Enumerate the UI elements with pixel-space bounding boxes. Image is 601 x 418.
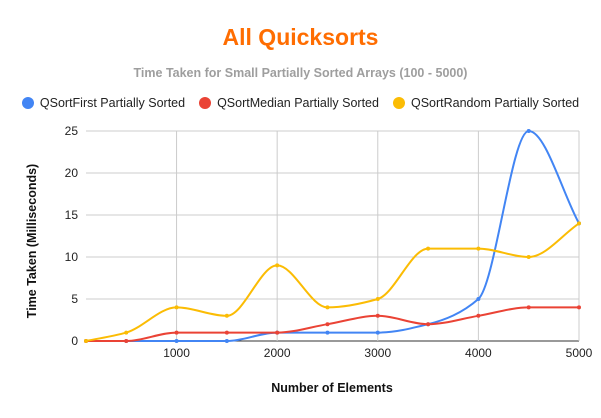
x-tick-label: 2000 xyxy=(264,346,291,360)
data-point-qsortmedian xyxy=(577,305,581,310)
data-point-qsortfirst xyxy=(375,330,380,335)
legend-item-qsortfirst: QSortFirst Partially Sorted xyxy=(21,96,186,110)
legend-item-qsortrandom: QSortRandom Partially Sorted xyxy=(392,96,580,110)
series-line-qsortfirst xyxy=(85,130,580,342)
data-point-qsortrandom xyxy=(275,263,280,268)
x-tick-label: 3000 xyxy=(364,346,391,360)
data-point-qsortrandom xyxy=(426,246,431,251)
data-point-qsortmedian xyxy=(275,330,280,335)
gridlines xyxy=(86,130,580,342)
data-point-qsortfirst xyxy=(224,339,229,343)
tick-labels: 0 5 10 15 20 25 1000 2000 3000 4000 5000 xyxy=(65,124,593,360)
y-tick-label: 10 xyxy=(65,250,79,264)
y-tick-label: 25 xyxy=(65,124,79,138)
data-point-qsortrandom xyxy=(84,339,88,343)
data-point-qsortrandom xyxy=(124,330,129,335)
legend-label-qsortfirst: QSortFirst Partially Sorted xyxy=(39,96,186,110)
y-tick-label: 0 xyxy=(71,334,78,348)
data-point-qsortfirst xyxy=(476,297,481,301)
data-point-qsortrandom xyxy=(526,255,531,259)
y-tick-label: 5 xyxy=(71,292,78,306)
x-tick-label: 1000 xyxy=(163,346,190,360)
x-tick-label: 5000 xyxy=(566,346,593,360)
legend-swatch-qsortfirst xyxy=(21,97,34,109)
y-tick-label: 15 xyxy=(65,208,79,222)
legend-item-qsortmedian: QSortMedian Partially Sorted xyxy=(199,96,379,110)
data-point-qsortrandom xyxy=(375,297,380,301)
x-tick-label: 4000 xyxy=(465,346,492,360)
data-point-qsortfirst xyxy=(325,330,330,335)
data-point-qsortmedian xyxy=(124,339,129,343)
data-point-qsortmedian xyxy=(224,330,229,335)
data-point-qsortrandom xyxy=(224,313,229,318)
data-point-qsortmedian xyxy=(426,322,431,327)
data-point-qsortmedian xyxy=(476,313,481,318)
data-point-qsortfirst xyxy=(174,339,179,343)
data-point-qsortmedian xyxy=(375,313,380,318)
chart-title: All Quicksorts xyxy=(222,24,379,50)
series-layer xyxy=(84,129,581,343)
y-axis-label: Time Taken (Milliseconds) xyxy=(25,164,39,318)
data-point-qsortrandom xyxy=(325,305,330,310)
data-point-qsortfirst xyxy=(526,129,531,133)
chart-subtitle: Time Taken for Small Partially Sorted Ar… xyxy=(133,66,468,80)
y-tick-label: 20 xyxy=(65,166,79,180)
data-point-qsortmedian xyxy=(526,305,531,310)
data-point-qsortmedian xyxy=(325,322,330,327)
data-point-qsortmedian xyxy=(174,330,179,335)
legend-label-qsortrandom: QSortRandom Partially Sorted xyxy=(410,96,580,110)
legend-swatch-qsortmedian xyxy=(199,97,212,109)
data-point-qsortrandom xyxy=(174,305,179,310)
data-point-qsortrandom xyxy=(476,246,481,251)
legend-label-qsortmedian: QSortMedian Partially Sorted xyxy=(217,96,379,110)
legend: QSortFirst Partially Sorted QSortMedian … xyxy=(0,94,601,112)
data-point-qsortrandom xyxy=(577,221,581,226)
legend-swatch-qsortrandom xyxy=(392,97,405,109)
x-axis-label: Number of Elements xyxy=(271,381,393,395)
